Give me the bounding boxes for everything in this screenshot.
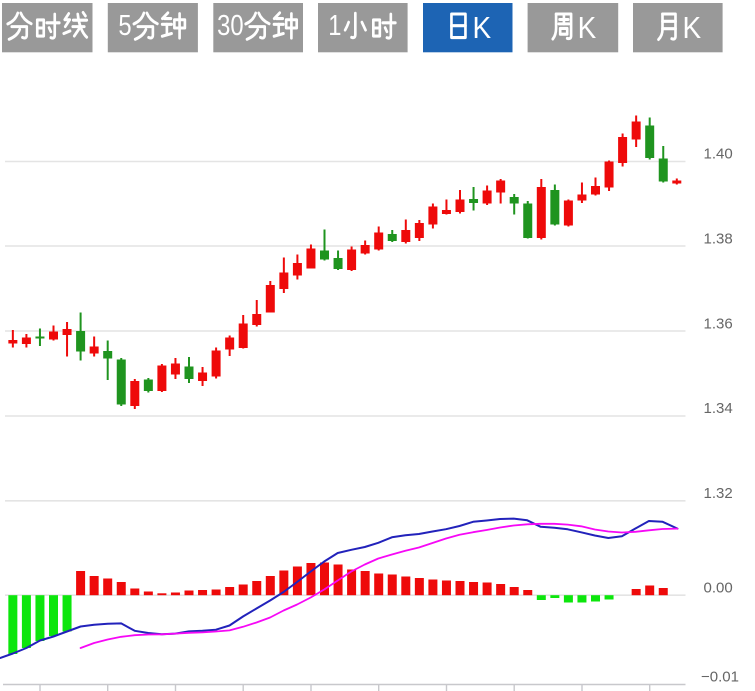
svg-text:30: 30 xyxy=(217,9,243,42)
svg-text:K: K xyxy=(683,11,702,46)
svg-text:K: K xyxy=(472,11,491,46)
svg-text:1.32: 1.32 xyxy=(704,485,733,502)
svg-text:1.34: 1.34 xyxy=(704,400,733,417)
svg-text:1.36: 1.36 xyxy=(704,315,733,332)
svg-text:K: K xyxy=(578,11,597,46)
svg-text:−0.01: −0.01 xyxy=(701,669,739,686)
svg-text:1.40: 1.40 xyxy=(704,146,733,163)
svg-text:5: 5 xyxy=(118,9,131,42)
svg-text:1: 1 xyxy=(328,9,341,42)
svg-text:1.38: 1.38 xyxy=(704,231,733,248)
svg-text:0.00: 0.00 xyxy=(704,579,733,596)
